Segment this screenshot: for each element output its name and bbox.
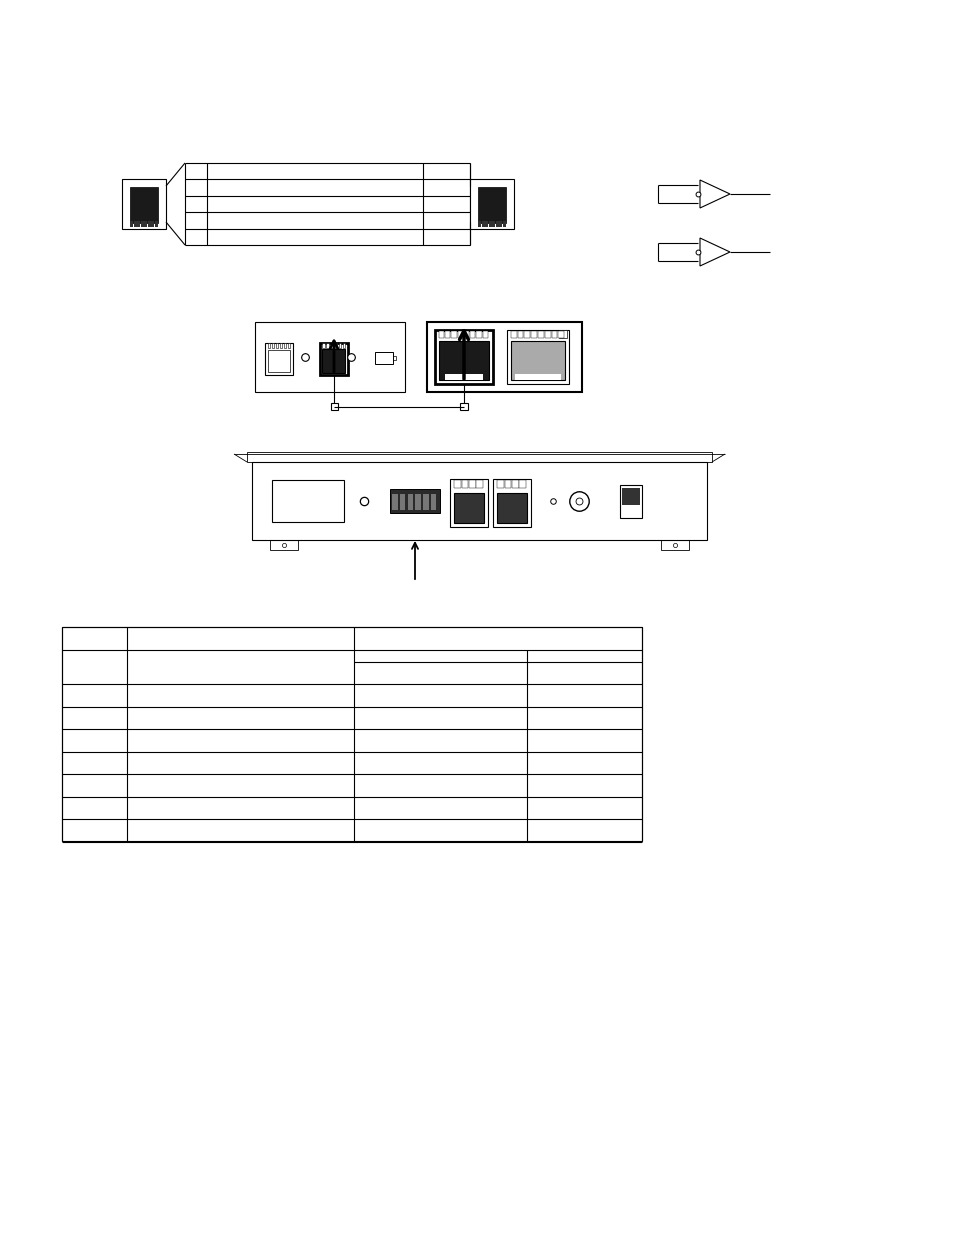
Bar <box>130 221 132 227</box>
Bar <box>470 179 514 228</box>
Bar <box>427 322 581 391</box>
Bar <box>537 331 543 338</box>
Bar <box>133 221 136 227</box>
Bar <box>444 374 482 380</box>
Bar <box>390 489 439 513</box>
Bar <box>497 493 526 522</box>
Bar <box>497 480 503 488</box>
Bar <box>330 343 333 348</box>
Bar <box>270 540 297 550</box>
Bar <box>268 350 290 372</box>
Bar <box>477 186 505 224</box>
Bar <box>476 331 481 338</box>
Bar <box>477 221 480 227</box>
Bar <box>621 488 639 505</box>
Bar <box>275 343 277 348</box>
Bar <box>498 221 501 227</box>
Bar <box>454 480 460 488</box>
Bar <box>495 221 498 227</box>
Bar <box>431 494 436 510</box>
Bar <box>445 331 450 338</box>
Bar <box>140 221 143 227</box>
Bar <box>469 480 475 488</box>
Bar <box>272 343 274 348</box>
Bar <box>506 330 568 384</box>
Bar <box>335 343 336 348</box>
Bar <box>660 540 688 550</box>
Bar <box>148 221 151 227</box>
Bar <box>62 627 641 841</box>
Bar <box>470 331 475 338</box>
Bar <box>558 331 563 338</box>
Bar <box>272 480 344 522</box>
Bar <box>493 479 531 527</box>
Bar <box>137 221 140 227</box>
Bar <box>438 331 444 338</box>
Bar <box>267 343 270 348</box>
Bar <box>558 330 566 338</box>
Bar <box>254 322 405 391</box>
Bar <box>511 341 564 380</box>
Bar <box>144 221 147 227</box>
Bar <box>512 480 518 488</box>
Bar <box>393 356 395 359</box>
Bar <box>342 343 345 348</box>
Bar <box>515 374 560 380</box>
Bar <box>375 352 393 364</box>
Bar <box>392 494 397 510</box>
Bar <box>399 494 405 510</box>
Bar <box>283 343 286 348</box>
Bar <box>252 462 706 540</box>
Bar <box>451 331 456 338</box>
Bar <box>438 341 489 380</box>
Bar <box>463 331 469 338</box>
Bar <box>476 480 482 488</box>
Bar <box>457 331 462 338</box>
Bar <box>511 331 517 338</box>
Bar <box>322 350 345 373</box>
Bar <box>151 221 153 227</box>
Bar <box>154 221 157 227</box>
Bar <box>481 221 484 227</box>
Bar <box>484 221 488 227</box>
Bar <box>279 343 282 348</box>
Bar <box>338 343 340 348</box>
Bar <box>504 480 511 488</box>
Bar <box>454 493 483 522</box>
Bar <box>326 343 329 348</box>
Bar <box>122 179 166 228</box>
Bar <box>619 485 641 517</box>
Bar <box>450 479 488 527</box>
Bar <box>265 343 293 375</box>
Bar <box>460 403 467 410</box>
Bar <box>544 331 550 338</box>
Bar <box>482 331 488 338</box>
Bar <box>492 221 495 227</box>
Bar <box>330 403 337 410</box>
Bar <box>287 343 290 348</box>
Bar <box>247 452 711 462</box>
Bar <box>524 331 530 338</box>
Bar <box>423 494 428 510</box>
Bar <box>517 331 523 338</box>
Bar <box>531 331 537 338</box>
Bar <box>461 480 468 488</box>
Bar <box>502 221 505 227</box>
Bar <box>551 331 557 338</box>
Bar <box>322 343 325 348</box>
Bar <box>415 494 420 510</box>
Bar <box>130 186 158 224</box>
Bar <box>435 330 493 384</box>
Bar <box>319 343 348 375</box>
Bar <box>519 480 525 488</box>
Bar <box>407 494 413 510</box>
Bar <box>488 221 491 227</box>
